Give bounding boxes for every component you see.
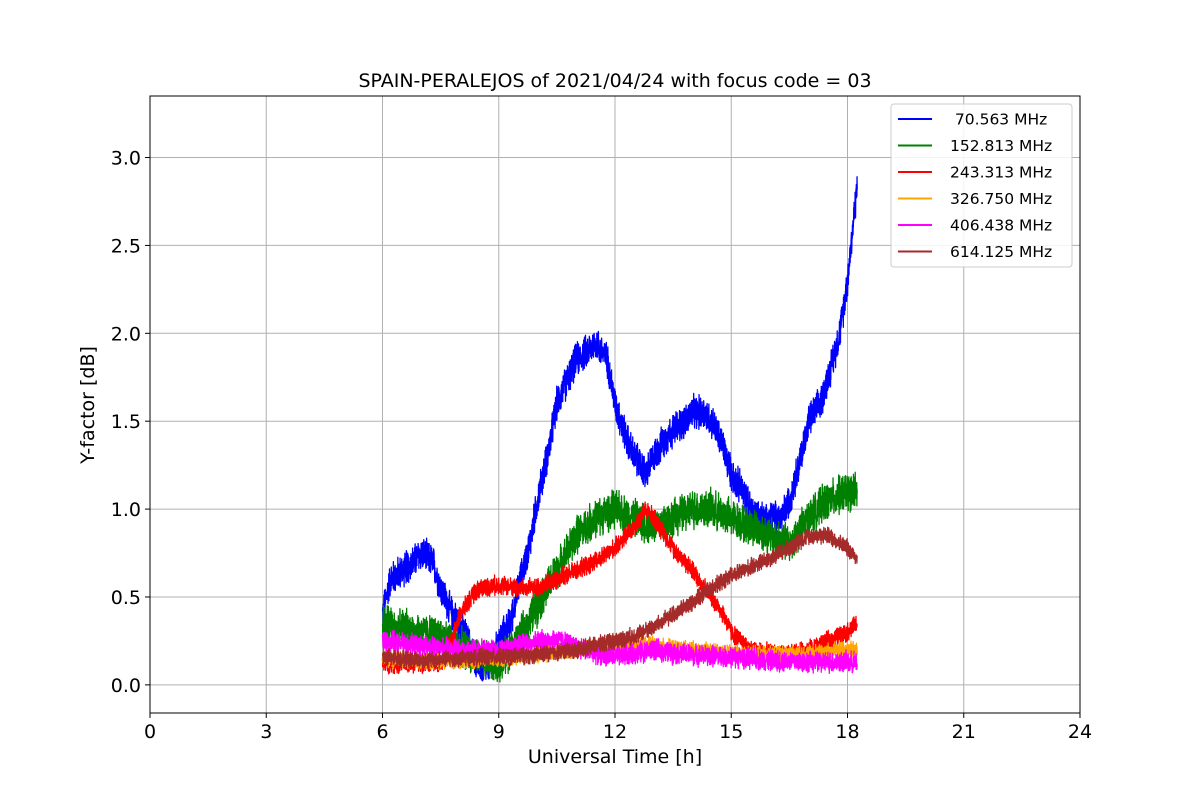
- legend-label: 70.563 MHz: [950, 111, 1047, 129]
- legend-frame: [890, 103, 1073, 268]
- x-tick-label: 6: [376, 721, 388, 743]
- y-tick-label: 0.0: [111, 675, 141, 697]
- x-axis-label: Universal Time [h]: [528, 746, 702, 768]
- x-tick-label: 24: [1068, 721, 1092, 743]
- legend-label: 406.438 MHz: [950, 217, 1052, 235]
- x-tick-label: 12: [603, 721, 627, 743]
- chart-title: SPAIN-PERALEJOS of 2021/04/24 with focus…: [358, 70, 871, 92]
- y-axis-ticks: 0.0 0.5 1.0 1.5 2.0 2.5 3.0: [111, 148, 150, 697]
- x-tick-label: 18: [835, 721, 859, 743]
- y-axis-label: Y-factor [dB]: [77, 346, 99, 465]
- y-tick-label: 1.0: [111, 499, 141, 521]
- x-tick-label: 3: [260, 721, 272, 743]
- series-layer: [381, 176, 858, 683]
- legend-label: 243.313 MHz: [950, 164, 1052, 182]
- y-tick-label: 1.5: [111, 411, 141, 433]
- legend-label: 152.813 MHz: [950, 137, 1052, 155]
- y-tick-label: 2.0: [111, 323, 141, 345]
- y-tick-label: 0.5: [111, 587, 141, 609]
- series-line: [381, 471, 858, 683]
- x-tick-label: 0: [144, 721, 156, 743]
- x-tick-label: 9: [493, 721, 505, 743]
- legend-label: 326.750 MHz: [950, 190, 1052, 208]
- plot-area: [381, 176, 858, 683]
- x-tick-label: 21: [952, 721, 976, 743]
- y-tick-label: 3.0: [111, 148, 141, 170]
- legend: 70.563 MHz 152.813 MHz 243.313 MHz 326.750 …: [890, 103, 1073, 268]
- x-tick-label: 15: [719, 721, 743, 743]
- x-axis-ticks: 0 3 6 9 12 15 18 21 24: [144, 713, 1092, 743]
- y-tick-label: 2.5: [111, 235, 141, 257]
- series-line: [381, 526, 858, 670]
- legend-label: 614.125 MHz: [950, 243, 1052, 261]
